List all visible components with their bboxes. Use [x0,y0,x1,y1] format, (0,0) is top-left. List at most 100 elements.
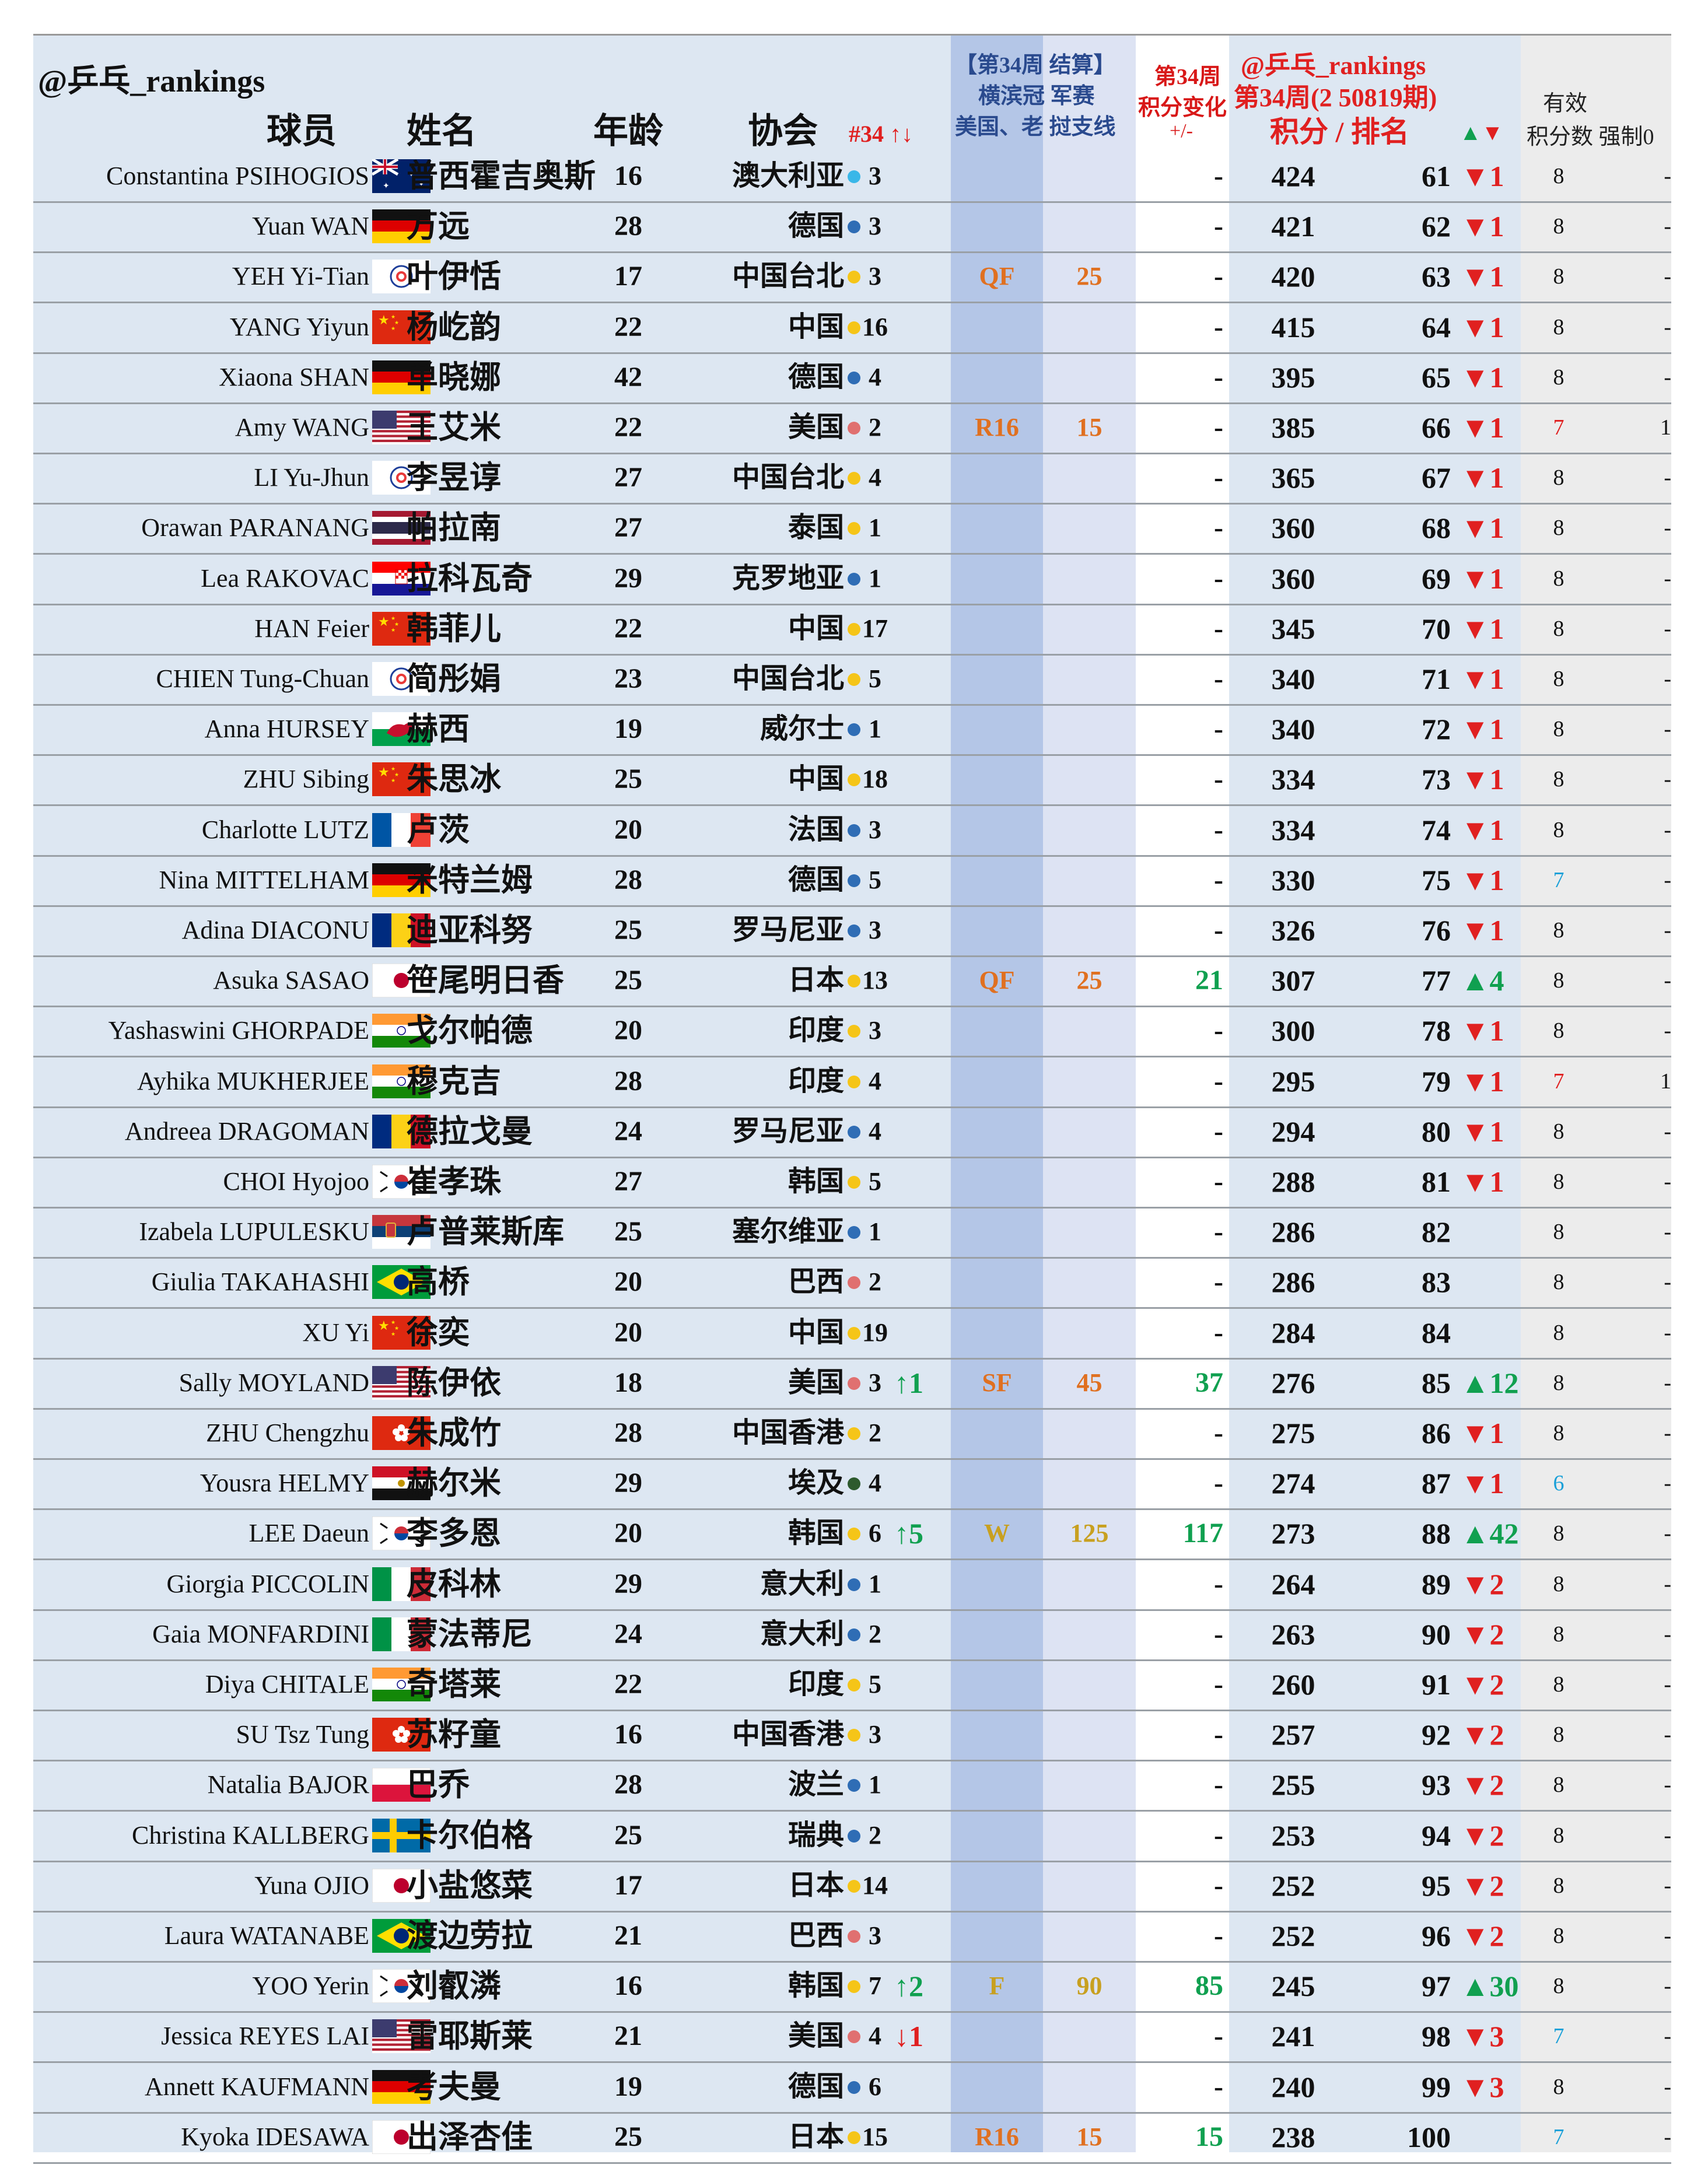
valid-count: 8 [1553,1119,1564,1144]
total-points: 360 [1271,512,1315,545]
valid-count: 8 [1553,1621,1564,1647]
player-association: 中国 [788,612,844,644]
forced-zero: - [1664,1370,1671,1395]
flag-india-icon [372,1668,430,1701]
table-row: Giulia TAKAHASHI 高桥 20 巴西 2 - 286 83 8 - [33,1257,1671,1309]
flag-brazil-icon [372,1265,430,1300]
player-english-name: Gaia MONFARDINI [152,1619,369,1648]
header-valid-line2: 积分数 强制0 [1527,125,1654,149]
rank-change: ▼1 [1461,1165,1504,1198]
association-dot-icon [848,1980,860,1994]
flag-sweden-icon [372,1818,430,1852]
association-dot-icon [848,1427,860,1440]
event-points [1043,1308,1136,1358]
event-points [1043,2062,1136,2112]
forced-zero: - [1664,314,1671,339]
svg-text:★: ★ [391,325,396,331]
points-change: - [1214,663,1223,694]
flag-tpe-icon [372,662,430,696]
event-round [951,1458,1043,1508]
association-dot-icon [848,1326,860,1340]
valid-count: 7 [1553,1069,1564,1094]
table-row: Yashaswini GHORPADE 戈尔帕德 20 印度 3 - 300 7… [33,1006,1671,1058]
player-age: 22 [614,412,642,443]
rank-change: ▼1 [1461,663,1504,695]
event-round: R16 [975,413,1019,442]
valid-count: 8 [1553,1320,1564,1345]
flag-egypt-icon [372,1466,430,1501]
points-change: - [1214,1467,1223,1499]
table-row: Gaia MONFARDINI 蒙法蒂尼 24 意大利 2 - 263 90 ▼… [33,1609,1671,1661]
event-round: R16 [975,2122,1019,2151]
event-round [951,1207,1043,1257]
header-up-arrow: ▲ [1460,121,1482,145]
association-dot-icon [848,1628,860,1641]
forced-zero: - [1664,2024,1671,2049]
player-english-name: Diya CHITALE [205,1670,369,1698]
total-points: 252 [1271,1920,1315,1952]
player-age: 28 [614,864,642,895]
rank-change: ▼2 [1461,1617,1504,1651]
forced-zero: - [1664,516,1671,541]
world-rank: 84 [1422,1316,1451,1349]
flag-poland-icon [372,1768,430,1802]
player-association: 克罗地亚 [732,562,844,594]
world-rank: 73 [1422,763,1451,796]
player-association: 中国台北 [732,663,844,694]
valid-count: 7 [1553,415,1564,440]
event-points [1043,1157,1136,1207]
points-change: - [1214,2071,1223,2102]
svg-text:★: ★ [394,772,399,777]
association-rank: 1 [869,1569,881,1598]
event-round [951,855,1043,905]
event-points [1043,1056,1136,1106]
player-association: 德国 [788,864,844,895]
forced-zero: - [1664,1924,1671,1948]
association-dot-icon [848,1176,860,1189]
player-association: 巴西 [788,1266,844,1298]
forced-zero: - [1664,365,1671,390]
rank-change: ▼1 [1461,1115,1504,1148]
event-points [1043,1006,1136,1056]
header-change-line2: 积分变化 [1138,96,1227,120]
association-dot-icon [848,522,860,535]
player-association: 印度 [788,1015,844,1046]
forced-zero: - [1664,616,1671,641]
table-row: CHOI Hyojoo 崔孝珠 27 韩国 5 - 288 81 ▼1 8 - [33,1157,1671,1209]
player-age: 25 [614,2121,642,2152]
player-chinese-name: 单晓娜 [407,359,501,395]
player-association: 波兰 [788,1769,844,1801]
event-points [1043,503,1136,553]
player-english-name: YOO Yerin [252,1971,369,2001]
valid-count: 8 [1553,1220,1564,1245]
player-english-name: CHIEN Tung-Chuan [156,664,370,693]
total-points: 245 [1271,1970,1315,2003]
points-change: - [1214,1216,1223,1248]
association-dot-icon [848,2131,860,2144]
world-rank: 92 [1422,1718,1451,1752]
association-dot-icon [848,1075,860,1088]
association-dot-icon [848,673,860,686]
world-rank: 68 [1422,512,1451,545]
header-change-line3: +/- [1170,120,1193,142]
table-row: Laura WATANABE 渡边劳拉 21 巴西 3 - 252 96 ▼2 … [33,1911,1671,1963]
rank-change: ▼1 [1461,1467,1504,1500]
event-points [1043,1810,1136,1861]
rank-change: ▼1 [1461,763,1504,796]
flag-croatia-icon [372,561,430,596]
forced-zero: - [1664,1722,1671,1747]
total-points: 345 [1271,612,1315,645]
points-change: - [1214,1316,1223,1348]
player-english-name: Andreea DRAGOMAN [124,1116,369,1146]
total-points: 330 [1271,863,1315,896]
event-points [1043,2011,1136,2061]
forced-zero: - [1664,1421,1671,1445]
valid-count: 8 [1553,1672,1564,1697]
table-row: Sally MOYLAND 陈伊依 18 美国 3 ↑1 SF 45 37 27… [33,1358,1671,1410]
points-change: - [1214,612,1223,644]
event-round [951,2062,1043,2112]
total-points: 300 [1271,1014,1315,1048]
svg-text:★: ★ [391,615,396,621]
event-points [1043,1911,1136,1961]
rank-change: ▼2 [1461,1768,1504,1802]
